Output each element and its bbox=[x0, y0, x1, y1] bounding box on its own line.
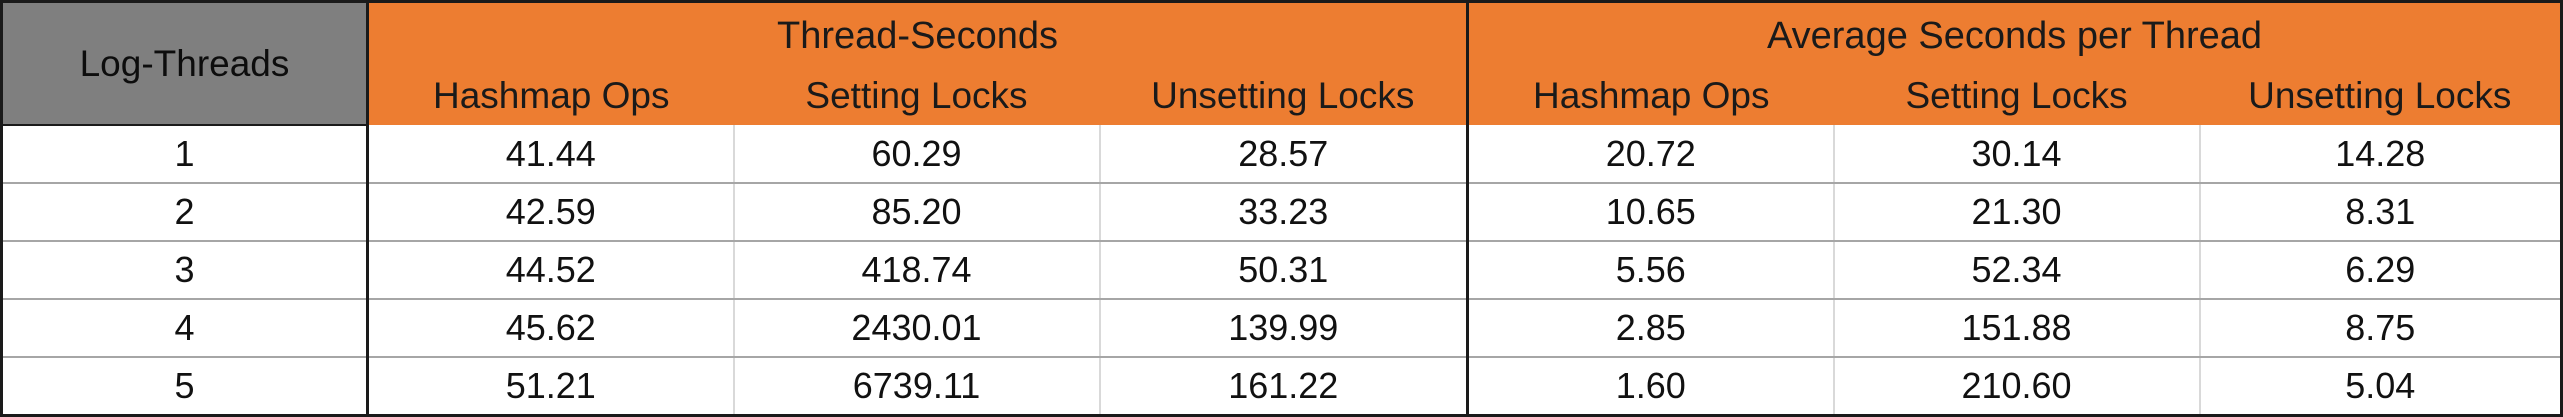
corner-header-log-threads[interactable]: Log-Threads bbox=[0, 0, 369, 126]
table-row: 1 41.44 60.29 28.57 20.72 30.14 14.28 bbox=[0, 125, 2563, 184]
data-cell[interactable]: 42.59 bbox=[367, 183, 735, 242]
subheader-setting-locks[interactable]: Setting Locks bbox=[1833, 65, 2200, 125]
table-row: 4 45.62 2430.01 139.99 2.85 151.88 8.75 bbox=[0, 299, 2563, 358]
data-cell[interactable]: 33.23 bbox=[1099, 183, 1470, 242]
log-threads-cell[interactable]: 3 bbox=[0, 241, 369, 300]
data-cell[interactable]: 51.21 bbox=[367, 357, 735, 417]
table-row: 2 42.59 85.20 33.23 10.65 21.30 8.31 bbox=[0, 183, 2563, 242]
subheader-hashmap-ops[interactable]: Hashmap Ops bbox=[367, 65, 734, 125]
data-cell[interactable]: 210.60 bbox=[1833, 357, 2201, 417]
data-cell[interactable]: 5.56 bbox=[1467, 241, 1835, 300]
data-cell[interactable]: 14.28 bbox=[2199, 125, 2563, 184]
data-cell[interactable]: 418.74 bbox=[733, 241, 1101, 300]
log-threads-cell[interactable]: 2 bbox=[0, 183, 369, 242]
data-cell[interactable]: 10.65 bbox=[1467, 183, 1835, 242]
data-cell[interactable]: 139.99 bbox=[1099, 299, 1470, 358]
data-cell[interactable]: 20.72 bbox=[1467, 125, 1835, 184]
data-cell[interactable]: 6.29 bbox=[2199, 241, 2563, 300]
data-cell[interactable]: 2430.01 bbox=[733, 299, 1101, 358]
data-cell[interactable]: 21.30 bbox=[1833, 183, 2201, 242]
log-threads-cell[interactable]: 5 bbox=[0, 357, 369, 417]
log-threads-cell[interactable]: 4 bbox=[0, 299, 369, 358]
table-row: 3 44.52 418.74 50.31 5.56 52.34 6.29 bbox=[0, 241, 2563, 300]
data-cell[interactable]: 8.75 bbox=[2199, 299, 2563, 358]
data-cell[interactable]: 85.20 bbox=[733, 183, 1101, 242]
data-cell[interactable]: 5.04 bbox=[2199, 357, 2563, 417]
log-threads-cell[interactable]: 1 bbox=[0, 125, 369, 184]
data-cell[interactable]: 60.29 bbox=[733, 125, 1101, 184]
data-cell[interactable]: 45.62 bbox=[367, 299, 735, 358]
data-cell[interactable]: 41.44 bbox=[367, 125, 735, 184]
data-cell[interactable]: 28.57 bbox=[1099, 125, 1470, 184]
data-cell[interactable]: 6739.11 bbox=[733, 357, 1101, 417]
subheader-hashmap-ops[interactable]: Hashmap Ops bbox=[1467, 65, 1834, 125]
data-cell[interactable]: 151.88 bbox=[1833, 299, 2201, 358]
data-cell[interactable]: 30.14 bbox=[1833, 125, 2201, 184]
header-row-groups: Log-Threads Thread-Seconds Average Secon… bbox=[0, 0, 2563, 126]
data-cell[interactable]: 52.34 bbox=[1833, 241, 2201, 300]
data-cell[interactable]: 161.22 bbox=[1099, 357, 1470, 417]
data-cell[interactable]: 1.60 bbox=[1467, 357, 1835, 417]
group-header-average-seconds[interactable]: Average Seconds per Thread bbox=[1467, 0, 2563, 65]
data-cell[interactable]: 50.31 bbox=[1099, 241, 1470, 300]
subheader-setting-locks[interactable]: Setting Locks bbox=[733, 65, 1100, 125]
subheader-unsetting-locks[interactable]: Unsetting Locks bbox=[2199, 65, 2563, 125]
data-cell[interactable]: 44.52 bbox=[367, 241, 735, 300]
table-row: 5 51.21 6739.11 161.22 1.60 210.60 5.04 bbox=[0, 357, 2563, 417]
group-header-thread-seconds[interactable]: Thread-Seconds bbox=[367, 0, 1470, 65]
data-cell[interactable]: 2.85 bbox=[1467, 299, 1835, 358]
header-row-subheaders: Hashmap Ops Setting Locks Unsetting Lock… bbox=[2, 65, 2563, 125]
subheader-unsetting-locks[interactable]: Unsetting Locks bbox=[1099, 65, 1470, 125]
data-cell[interactable]: 8.31 bbox=[2199, 183, 2563, 242]
